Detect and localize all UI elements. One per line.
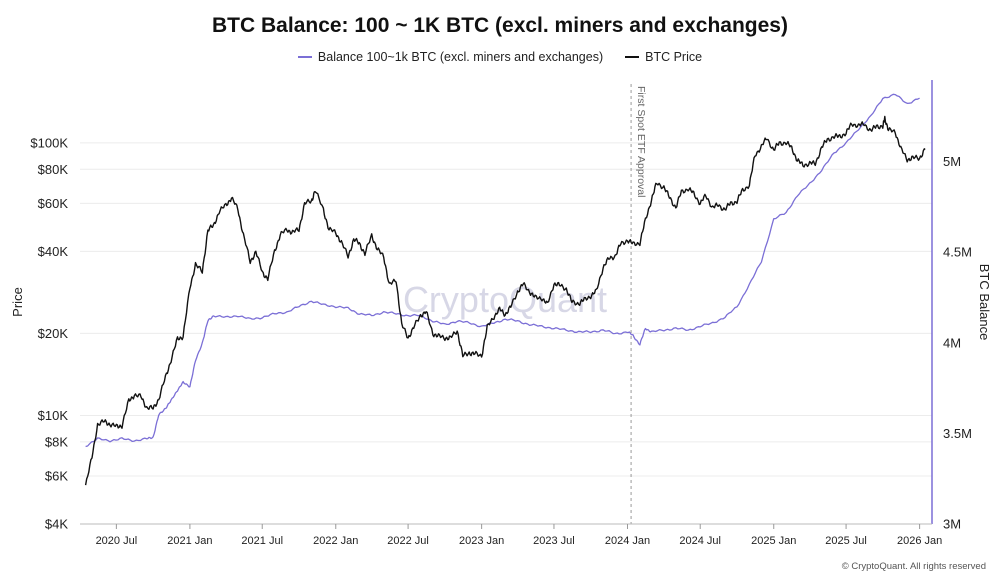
grid-layer — [80, 142, 932, 525]
x-tick-2022-jan: 2022 Jan — [313, 535, 358, 547]
axis-layer: $4K $6K $8K $10K $20K $40K $60K $80K $100K 3M 3.5M… — [10, 80, 992, 547]
legend-swatch-price — [625, 56, 640, 58]
y-right-axis-title: BTC Balance — [977, 264, 992, 341]
y-right-tick-4m: 4M — [943, 335, 961, 350]
y-left-tick-40k: $40K — [38, 244, 69, 259]
x-tick-2024-jul: 2024 Jul — [679, 535, 721, 547]
y-right-tick-3m: 3M — [943, 517, 961, 532]
series-line-btc-price — [84, 115, 926, 486]
y-left-tick-6k: $6K — [45, 468, 68, 483]
x-tick-2025-jan: 2025 Jan — [751, 535, 796, 547]
series-layer — [84, 93, 926, 486]
chart-title: BTC Balance: 100 ~ 1K BTC (excl. miners … — [212, 14, 788, 37]
legend-item-price[interactable]: BTC Price — [625, 50, 702, 64]
copyright-credit: © CryptoQuant. All rights reserved — [841, 561, 986, 572]
y-left-tick-20k: $20K — [38, 326, 69, 341]
x-tick-2022-jul: 2022 Jul — [387, 535, 429, 547]
annotation-label-0: First Spot ETF Approval — [635, 86, 647, 197]
y-left-tick-100k: $100K — [30, 135, 68, 150]
x-tick-2020-jul: 2020 Jul — [96, 535, 138, 547]
x-tick-2023-jul: 2023 Jul — [533, 535, 575, 547]
y-right-tick-3-5m: 3.5M — [943, 426, 972, 441]
x-tick-2023-jan: 2023 Jan — [459, 535, 504, 547]
annotation-layer: First Spot ETF Approval — [630, 84, 647, 524]
y-left-axis-title: Price — [10, 287, 25, 317]
x-tick-2024-jan: 2024 Jan — [605, 535, 650, 547]
y-right-tick-4-5m: 4.5M — [943, 245, 972, 260]
x-tick-2021-jul: 2021 Jul — [241, 535, 283, 547]
legend-label-price: BTC Price — [645, 50, 703, 64]
legend-swatch-balance — [297, 56, 312, 58]
y-left-tick-80k: $80K — [38, 162, 69, 177]
y-left-tick-10k: $10K — [38, 408, 69, 423]
series-line-balance — [85, 93, 920, 448]
watermark-text: CryptoQuant — [403, 279, 607, 320]
x-tick-2025-jul: 2025 Jul — [825, 535, 867, 547]
y-left-tick-60k: $60K — [38, 196, 69, 211]
legend-item-balance[interactable]: Balance 100~1k BTC (excl. miners and exc… — [297, 50, 604, 64]
y-left-tick-8k: $8K — [45, 434, 68, 449]
x-tick-2026-jan: 2026 Jan — [897, 535, 942, 547]
y-left-tick-4k: $4K — [45, 517, 68, 532]
chart-legend: Balance 100~1k BTC (excl. miners and exc… — [0, 50, 1000, 64]
legend-label-balance: Balance 100~1k BTC (excl. miners and exc… — [317, 50, 604, 64]
y-right-tick-5m: 5M — [943, 154, 961, 169]
x-tick-2021-jan: 2021 Jan — [167, 535, 212, 547]
